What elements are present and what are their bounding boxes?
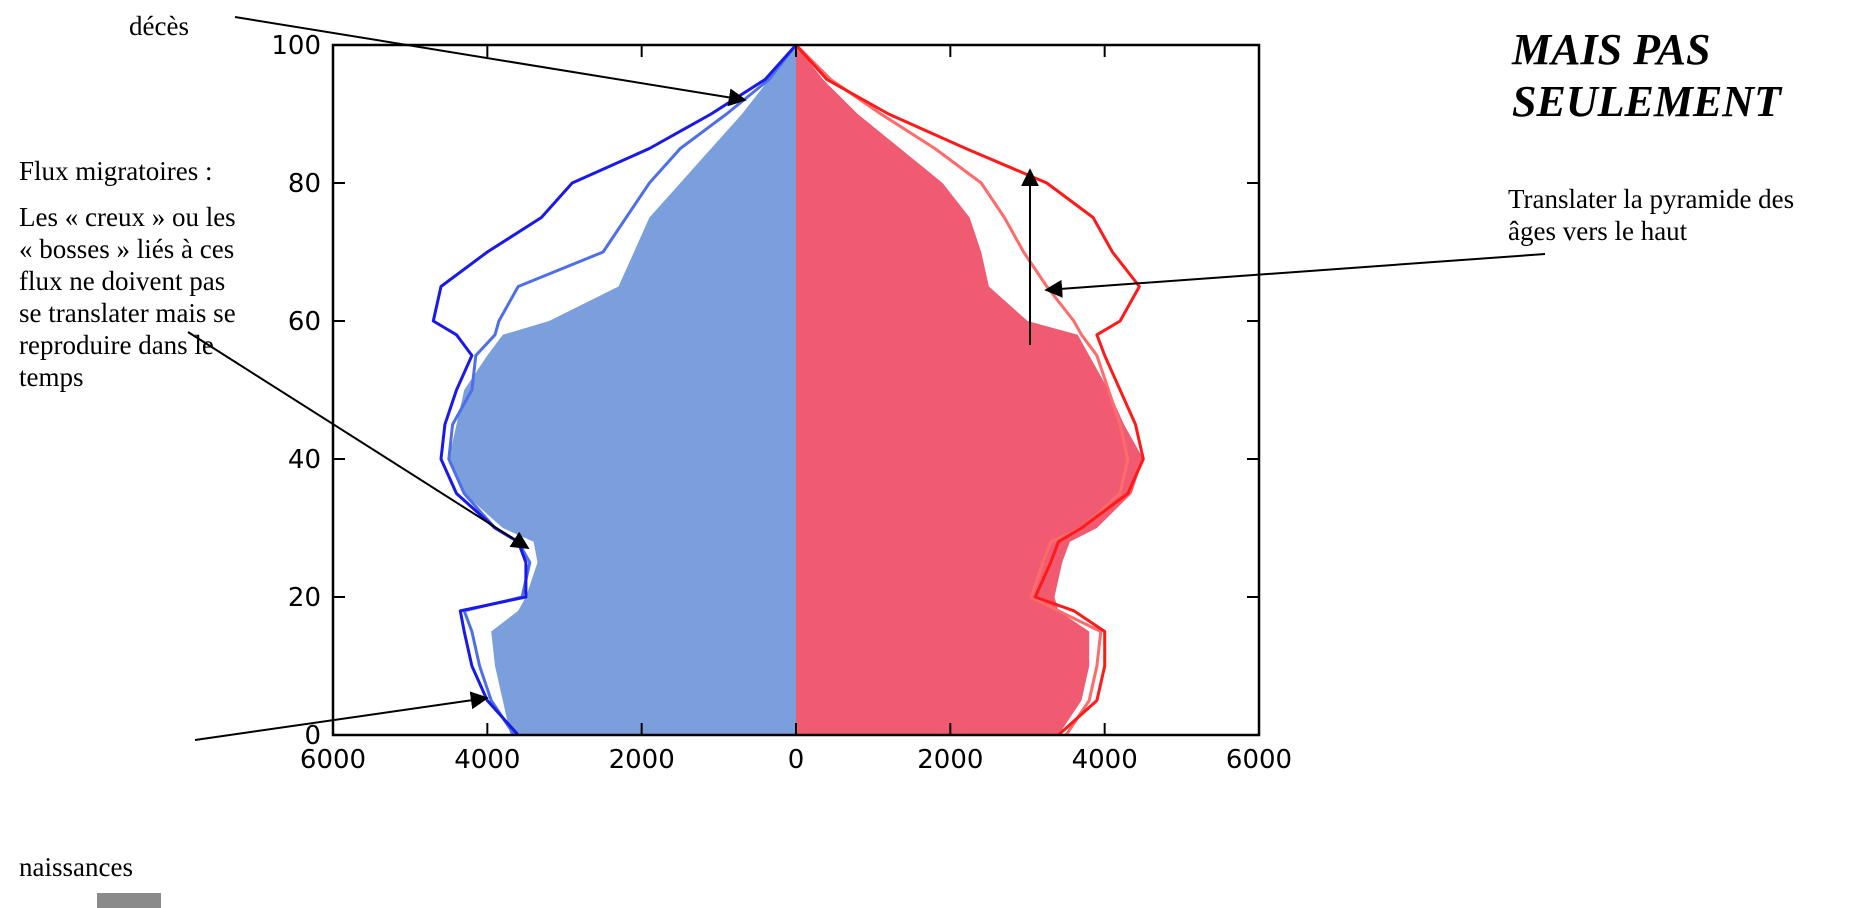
x-tick-label-6: 6000 xyxy=(1226,745,1292,775)
series-right-filled-3 xyxy=(796,45,1144,735)
y-tick-label-1: 20 xyxy=(288,583,321,613)
y-tick-label-0: 0 xyxy=(304,721,321,751)
series-right-line-4 xyxy=(794,43,1130,736)
annotation-naissances: naissances xyxy=(19,852,133,882)
annotation-translate: Translater la pyramide des âges vers le … xyxy=(1508,184,1795,246)
x-tick-label-5: 4000 xyxy=(1072,745,1138,775)
series-left-filled-0 xyxy=(448,45,796,735)
arrow-deces xyxy=(234,16,747,107)
x-tick-label-1: 4000 xyxy=(454,745,520,775)
logo-mark xyxy=(97,893,161,908)
annotation-deces: décès xyxy=(129,11,189,41)
annotation-flux-title: Flux migratoires : xyxy=(19,156,213,186)
series-layer xyxy=(431,43,1145,737)
y-tick-label-3: 60 xyxy=(288,307,321,337)
arrow-layer xyxy=(187,16,1546,741)
x-tick-label-4: 2000 xyxy=(917,745,983,775)
y-tick-label-5: 100 xyxy=(271,31,321,61)
series-left-line-1 xyxy=(447,44,798,736)
arrow-translate xyxy=(1044,253,1546,298)
y-tick-label-2: 40 xyxy=(288,445,321,475)
annotation-flux-body: Les « creux » ou les « bosses » liés à c… xyxy=(19,202,236,392)
arrow-naissances xyxy=(194,691,489,741)
annotation-flux-migratoires: Flux migratoires : Les « creux » ou les … xyxy=(19,155,249,393)
x-tick-label-2: 2000 xyxy=(609,745,675,775)
side-title: MAIS PAS SEULEMENT xyxy=(1512,25,1781,126)
x-tick-label-0: 6000 xyxy=(300,745,366,775)
series-left-line-2 xyxy=(431,43,798,737)
arrow-flux xyxy=(187,331,530,549)
y-tick-label-4: 80 xyxy=(288,169,321,199)
x-tick-label-3: 0 xyxy=(788,745,805,775)
